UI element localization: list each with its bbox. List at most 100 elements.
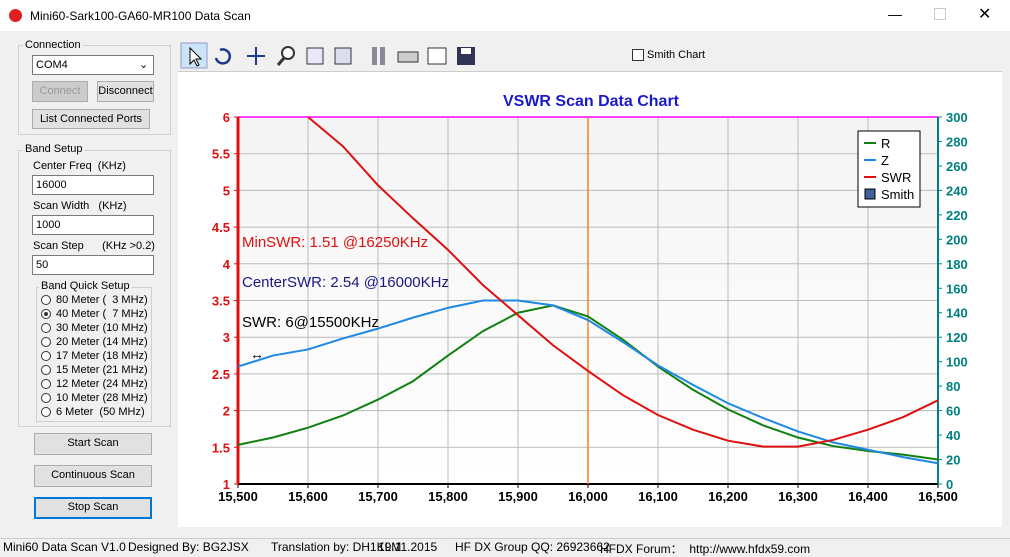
x-tick-label: 15,600	[288, 489, 328, 504]
series-line	[237, 304, 939, 461]
field-label: Scan Width (KHz)	[33, 200, 127, 212]
x-tick-label: 16,400	[848, 489, 888, 504]
zoom-box-icon[interactable]	[306, 47, 324, 65]
group-label: Connection	[23, 39, 83, 51]
radio-label: 40 Meter ( 7 MHz)	[56, 308, 148, 320]
series-line	[237, 299, 939, 465]
grid-icon[interactable]	[334, 47, 352, 65]
radio-button[interactable]	[41, 323, 51, 333]
legend-swatch	[864, 188, 876, 200]
radio-button[interactable]	[41, 393, 51, 403]
radio-label: 80 Meter ( 3 MHz)	[56, 294, 148, 306]
x-tick-label: 15,800	[428, 489, 468, 504]
radio-label: 12 Meter (24 MHz)	[56, 378, 148, 390]
status-text: Mini60 Data Scan V1.0	[3, 540, 126, 554]
y-tick-label: 6	[223, 110, 230, 125]
y2-tick-label: 100	[946, 355, 968, 370]
annotation: CenterSWR: 2.54 @16000KHz	[242, 274, 449, 291]
legend-label: Smith	[881, 187, 914, 202]
disconnect-button[interactable]: Disconnect	[97, 81, 154, 102]
field-label: Scan Step (KHz >0.2)	[33, 240, 155, 252]
x-tick-label: 16,300	[778, 489, 818, 504]
y-tick-label: 3.5	[212, 294, 230, 309]
group-label: Band Quick Setup	[39, 280, 132, 292]
toolbar-icons	[180, 42, 475, 69]
y2-tick-label: 280	[946, 134, 968, 149]
connection-group	[18, 45, 171, 135]
dropdown-arrow: ⌄	[139, 59, 149, 71]
radio-label: 20 Meter (14 MHz)	[56, 336, 148, 348]
radio-label: 6 Meter (50 MHz)	[56, 406, 145, 418]
preview-icon[interactable]	[427, 47, 447, 65]
radio-button[interactable]	[41, 309, 51, 319]
radio-button[interactable]	[41, 295, 51, 305]
y-tick-label: 2	[223, 404, 230, 419]
y-tick-label: 1	[223, 477, 230, 492]
y2-tick-label: 140	[946, 306, 968, 321]
maximize[interactable]	[934, 8, 946, 20]
status-text: 19.11.2015	[378, 540, 438, 554]
radio-button[interactable]	[41, 365, 51, 375]
series-line	[307, 116, 939, 448]
toolbar	[178, 41, 1002, 72]
y2-tick-label: 40	[946, 428, 960, 443]
y2-tick-label: 0	[946, 477, 953, 492]
x-tick-label: 16,000	[568, 489, 608, 504]
cursor-mark: ↔	[250, 346, 264, 362]
y-tick-label: 5.5	[212, 147, 230, 162]
undo-icon[interactable]	[214, 48, 231, 65]
scan-button[interactable]: Start Scan	[34, 433, 152, 455]
zoom-icon[interactable]	[281, 46, 295, 60]
radio-button[interactable]	[41, 407, 51, 417]
radio-label: 17 Meter (18 MHz)	[56, 350, 148, 362]
radio-button[interactable]	[41, 379, 51, 389]
settings-icon[interactable]	[372, 47, 377, 65]
y-tick-label: 3	[223, 330, 230, 345]
y-tick-label: 2.5	[212, 367, 230, 382]
x-tick-label: 16,100	[638, 489, 678, 504]
field-input[interactable]: 1000	[32, 215, 154, 235]
field-label: Center Freq (KHz)	[33, 160, 126, 172]
minimize[interactable]: —	[888, 6, 902, 22]
list-ports-button[interactable]: List Connected Ports	[32, 109, 150, 129]
annotation: MinSWR: 1.51 @16250KHz	[242, 234, 428, 251]
x-tick-label: 16,500	[918, 489, 958, 504]
chart: VSWR Scan Data Chart 15,500 15,600 15,700 1…	[178, 72, 1002, 527]
x-tick-label: 15,700	[358, 489, 398, 504]
group-label: Band Setup	[23, 143, 85, 155]
port-select[interactable]: COM4	[32, 55, 154, 75]
title-bar	[0, 0, 1010, 31]
y-tick-label: 4.5	[212, 220, 230, 235]
status-bar	[0, 538, 1010, 557]
x-tick-label: 15,500	[218, 489, 258, 504]
scan-button[interactable]: Stop Scan	[34, 497, 152, 519]
checkbox-label: Smith Chart	[647, 49, 706, 61]
field-input[interactable]: 16000	[32, 175, 154, 195]
annotation: SWR: 6@15500KHz	[242, 314, 379, 331]
pan-icon[interactable]	[247, 47, 265, 65]
field-input[interactable]: 50	[32, 255, 154, 275]
close[interactable]: ✕	[978, 6, 992, 23]
smith-checkbox[interactable]	[632, 49, 644, 61]
scan-button[interactable]: Continuous Scan	[34, 465, 152, 487]
radio-label: 15 Meter (21 MHz)	[56, 364, 148, 376]
y2-tick-label: 80	[946, 379, 960, 394]
y2-tick-label: 220	[946, 208, 968, 223]
y-tick-label: 1.5	[212, 440, 230, 455]
print-icon[interactable]	[397, 51, 419, 63]
legend-label: SWR	[881, 170, 911, 185]
connect-button[interactable]: Connect	[32, 81, 88, 102]
status-text: Designed By: BG2JSX	[128, 540, 249, 554]
status-text: HFDX Forum： http://www.hfdx59.com	[600, 542, 811, 556]
radio-button[interactable]	[41, 351, 51, 361]
legend-label: Z	[881, 153, 889, 168]
y2-tick-label: 120	[946, 330, 968, 345]
pointer-icon	[189, 46, 203, 67]
x-tick-label: 15,900	[498, 489, 538, 504]
radio-button[interactable]	[41, 337, 51, 347]
y2-tick-label: 20	[946, 453, 960, 468]
y2-tick-label: 160	[946, 281, 968, 296]
y-tick-label: 5	[223, 183, 230, 198]
y2-tick-label: 240	[946, 183, 968, 198]
